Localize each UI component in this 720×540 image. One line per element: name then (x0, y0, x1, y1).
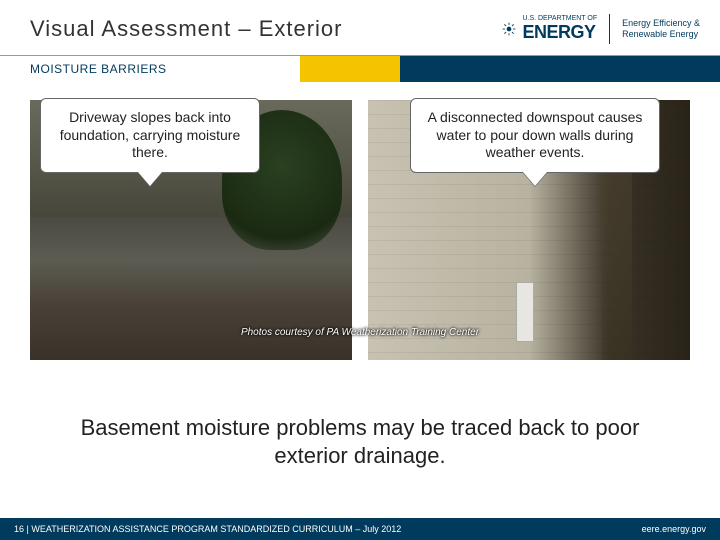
eere-text: Energy Efficiency & Renewable Energy (622, 18, 700, 40)
slide-title: Visual Assessment – Exterior (30, 16, 502, 42)
doe-energy-word: ENERGY (522, 22, 597, 43)
subheader-bar: MOISTURE BARRIERS (0, 56, 720, 82)
callout-downspout: A disconnected downspout causes water to… (410, 98, 660, 173)
footer-left: 16 | WEATHERIZATION ASSISTANCE PROGRAM S… (14, 524, 642, 534)
footer-program: WEATHERIZATION ASSISTANCE PROGRAM STANDA… (31, 524, 401, 534)
subheader-accent (300, 56, 400, 82)
slide-header: Visual Assessment – Exterior U.S. DEPART… (0, 0, 720, 56)
sun-icon (502, 22, 516, 36)
footer-url: eere.energy.gov (642, 524, 706, 534)
subheader-label: MOISTURE BARRIERS (0, 56, 300, 82)
eere-line2: Renewable Energy (622, 29, 700, 40)
doe-text-block: U.S. DEPARTMENT OF ENERGY (522, 15, 597, 43)
slide-footer: 16 | WEATHERIZATION ASSISTANCE PROGRAM S… (0, 518, 720, 540)
footer-page-number: 16 (14, 524, 24, 534)
eere-line1: Energy Efficiency & (622, 18, 700, 29)
doe-logo: U.S. DEPARTMENT OF ENERGY Energy Efficie… (502, 14, 700, 44)
photo-credit: Photos courtesy of PA Weatherization Tra… (30, 327, 690, 338)
main-statement: Basement moisture problems may be traced… (0, 402, 720, 469)
content-area: Photos courtesy of PA Weatherization Tra… (0, 82, 720, 402)
logo-divider (609, 14, 610, 44)
subheader-fill (400, 56, 720, 82)
doe-prefix: U.S. DEPARTMENT OF (522, 15, 597, 22)
callout-driveway: Driveway slopes back into foundation, ca… (40, 98, 260, 173)
